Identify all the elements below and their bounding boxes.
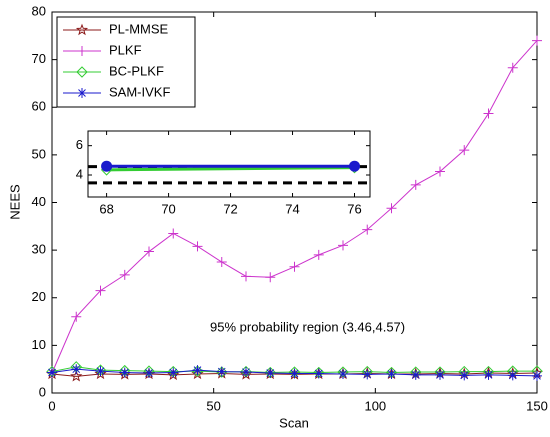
marker <box>435 166 445 177</box>
inset-y-tick-label: 6 <box>76 137 83 152</box>
marker <box>289 261 300 272</box>
series-line <box>106 166 355 172</box>
marker <box>349 160 361 172</box>
marker <box>70 369 83 382</box>
marker <box>265 367 276 378</box>
x-tick-label: 50 <box>206 398 220 413</box>
legend-marker <box>76 66 88 78</box>
marker <box>192 241 203 252</box>
x-tick-label: 0 <box>48 398 55 413</box>
marker <box>362 224 373 235</box>
y-axis-label: NEES <box>7 184 22 220</box>
marker <box>338 368 348 379</box>
marker <box>95 366 106 377</box>
legend-label: PLKF <box>109 42 142 57</box>
marker <box>289 368 300 379</box>
y-tick-label: 50 <box>32 146 46 161</box>
marker <box>410 179 421 190</box>
marker <box>386 203 397 214</box>
legend-marker <box>77 88 87 98</box>
marker <box>241 367 251 378</box>
inset-x-tick-label: 70 <box>161 201 175 216</box>
marker <box>47 367 57 378</box>
marker <box>507 370 518 381</box>
y-tick-label: 60 <box>32 99 46 114</box>
legend-label: SAM-IVKF <box>109 84 170 99</box>
y-tick-label: 20 <box>32 289 46 304</box>
y-tick-label: 0 <box>39 384 46 399</box>
marker <box>483 108 494 119</box>
legend-label: PL-MMSE <box>109 21 169 36</box>
marker <box>95 285 106 296</box>
marker <box>265 272 276 283</box>
y-tick-label: 70 <box>32 51 46 66</box>
inset-x-tick-label: 72 <box>223 201 237 216</box>
marker <box>216 366 227 377</box>
annotation: 95% probability region (3.46,4.57) <box>210 319 405 334</box>
marker <box>144 246 154 257</box>
legend-label: BC-PLKF <box>109 63 164 78</box>
marker <box>435 369 445 380</box>
marker <box>119 269 130 280</box>
inset-area <box>87 130 371 198</box>
marker <box>313 249 324 260</box>
marker <box>507 62 518 73</box>
marker <box>191 365 204 377</box>
marker <box>338 240 348 251</box>
marker <box>168 367 179 378</box>
y-tick-label: 40 <box>32 194 46 209</box>
marker <box>144 367 154 378</box>
marker <box>459 145 470 156</box>
y-tick-label: 10 <box>32 337 46 352</box>
marker <box>216 257 227 268</box>
x-tick-label: 150 <box>526 398 548 413</box>
marker <box>216 366 228 378</box>
marker <box>459 370 470 381</box>
marker <box>192 365 203 376</box>
marker <box>241 271 251 282</box>
inset-x-tick-label: 68 <box>99 201 113 216</box>
inset-x-tick-label: 74 <box>285 201 299 216</box>
marker <box>410 369 421 380</box>
legend-marker <box>77 46 87 56</box>
marker <box>313 368 324 379</box>
marker <box>71 364 82 375</box>
inset-y-tick-label: 4 <box>76 166 83 181</box>
x-axis-label: Scan <box>279 415 309 430</box>
marker <box>532 35 542 46</box>
marker <box>119 367 130 378</box>
marker <box>483 369 494 380</box>
x-tick-label: 100 <box>364 398 386 413</box>
inset-x-tick-label: 76 <box>347 201 361 216</box>
y-tick-label: 30 <box>32 242 46 257</box>
legend-marker <box>75 23 89 36</box>
marker <box>362 369 373 380</box>
marker <box>532 370 542 381</box>
y-tick-label: 80 <box>32 3 46 18</box>
marker <box>386 368 397 379</box>
marker <box>101 160 113 172</box>
marker <box>71 311 82 322</box>
marker <box>168 228 179 239</box>
